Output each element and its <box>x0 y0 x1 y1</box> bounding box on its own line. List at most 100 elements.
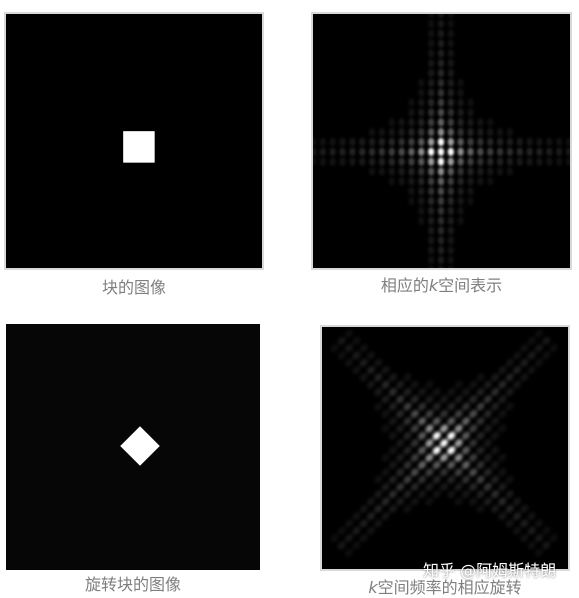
kspace-lobe <box>447 98 455 107</box>
rotated-kspace-lobe <box>498 497 507 506</box>
kspace-lobe <box>388 137 395 147</box>
rotated-kspace-lobe <box>352 541 361 550</box>
kspace-lobe <box>437 236 445 245</box>
rotated-kspace-lobe <box>447 417 456 426</box>
kspace-lobe <box>457 98 464 107</box>
rotated-kspace-lobe <box>469 439 478 448</box>
kspace-lobe <box>437 29 445 38</box>
rotated-kspace-lobe <box>410 453 419 462</box>
kspace-lobe <box>313 147 317 156</box>
rotated-kspace-lobe <box>491 490 500 499</box>
kspace-lobe <box>487 177 494 186</box>
rotated-kspace-lobe <box>505 358 514 367</box>
kspace-lobe <box>428 68 435 78</box>
kspace-lobe <box>408 177 415 186</box>
kspace-lobe <box>447 236 455 245</box>
rotated-kspace-lobe <box>425 395 434 404</box>
rotated-kspace-lobe <box>440 453 448 462</box>
rotated-kspace-lobe <box>469 482 478 491</box>
kspace-lobe <box>506 167 514 176</box>
kspace-lobe <box>408 147 415 156</box>
rotated-kspace-lobe <box>454 497 463 506</box>
rotated-kspace-lobe <box>432 475 441 484</box>
kspace-lobe <box>447 118 455 127</box>
rotated-kspace-lobe <box>374 373 383 382</box>
kspace-lobe <box>388 157 395 166</box>
kspace-lobe <box>506 137 514 147</box>
rotated-kspace-lobe <box>440 424 448 433</box>
kspace-lobe <box>447 14 455 19</box>
kspace-lobe <box>437 147 445 156</box>
rotated-kspace-lobe <box>432 490 441 499</box>
rotated-kspace-lobe <box>425 468 434 477</box>
rotated-kspace-lobe <box>388 446 397 455</box>
rotated-kspace-lobe <box>542 526 551 535</box>
rotated-kspace-lobe <box>337 351 346 360</box>
kspace-lobe <box>418 128 425 137</box>
kspace-lobe <box>467 98 474 107</box>
rotated-kspace-lobe <box>534 344 543 353</box>
kspace-lobe <box>447 137 455 147</box>
kspace-lobe <box>378 167 386 176</box>
kspace-lobe <box>408 128 415 137</box>
rotated-kspace-lobe <box>396 468 405 477</box>
rotated-kspace-lobe <box>440 468 448 477</box>
rotated-kspace-lobe <box>454 395 463 404</box>
rotated-kspace-lobe <box>381 482 390 491</box>
rotated-kspace-lobe <box>498 366 507 375</box>
kspace-lobe <box>496 157 504 166</box>
kspace-lobe <box>437 157 445 166</box>
rotated-kspace-lobe <box>498 424 507 433</box>
kspace-lobe <box>467 128 474 137</box>
rotated-kspace-lobe <box>513 526 522 535</box>
rotated-kspace-lobe <box>469 380 478 389</box>
rotated-kspace-lobe <box>491 402 500 411</box>
kspace-lobe <box>437 196 445 206</box>
kspace-lobe <box>359 147 366 156</box>
rotated-kspace-lobe <box>396 380 405 389</box>
rotated-kspace-lobe <box>388 417 397 426</box>
rotated-kspace-lobe <box>498 380 507 389</box>
rotated-kspace-lobe <box>461 475 470 484</box>
rotated-kspace-lobe <box>345 534 354 543</box>
kspace-lobe <box>437 59 445 68</box>
rotated-kspace-lobe <box>440 439 448 448</box>
rotated-kspace-lobe <box>491 461 500 469</box>
kspace-lobe <box>319 137 327 147</box>
kspace-lobe <box>349 157 356 166</box>
rotated-kspace-lobe <box>366 526 375 535</box>
rotated-kspace-lobe <box>454 439 463 448</box>
rotated-kspace-lobe <box>388 475 397 484</box>
kspace-lobe <box>428 118 435 127</box>
rotated-kspace-lobe <box>447 431 456 440</box>
kspace-lobe <box>368 147 376 156</box>
rotated-kspace-lobe <box>418 387 427 396</box>
kspace-lobe <box>437 118 445 127</box>
kspace-lobe <box>448 265 454 268</box>
kspace-lobe <box>437 49 445 58</box>
kspace-lobe <box>536 157 543 166</box>
kspace-lobe <box>398 167 405 176</box>
kspace-lobe <box>487 118 494 127</box>
kspace-lobe <box>555 137 563 147</box>
caption-rotated-block: 旋转块的图像 <box>84 575 181 594</box>
kspace-lobe <box>467 137 474 147</box>
kspace-lobe <box>457 88 464 97</box>
kspace-lobe <box>447 59 455 68</box>
rotated-kspace-lobe <box>513 512 522 521</box>
rotated-kspace-lobe <box>345 344 354 353</box>
kspace-lobe <box>428 49 435 58</box>
kspace-lobe <box>546 137 553 147</box>
rotated-kspace-lobe <box>491 504 500 513</box>
rotated-kspace-lobe <box>388 490 397 499</box>
rotated-kspace-lobe <box>381 512 390 521</box>
kspace-lobe <box>526 157 533 166</box>
kspace-lobe <box>437 78 445 88</box>
kspace-lobe <box>546 157 553 166</box>
rotated-kspace-lobe <box>513 366 522 375</box>
rotated-kspace-lobe <box>549 534 558 543</box>
kspace-lobe <box>418 118 425 127</box>
rotated-kspace-lobe <box>388 461 397 469</box>
rotated-kspace-lobe <box>381 424 390 433</box>
kspace-lobe <box>477 177 484 186</box>
